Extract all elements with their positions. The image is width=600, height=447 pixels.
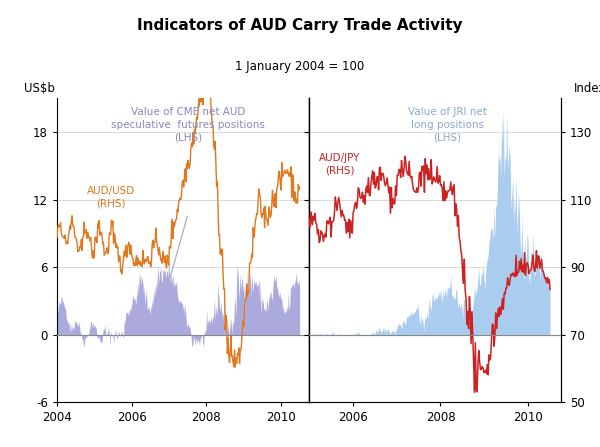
Text: AUD/JPY
(RHS): AUD/JPY (RHS): [319, 153, 361, 176]
Text: Value of JRI net
long positions
(LHS): Value of JRI net long positions (LHS): [408, 107, 487, 142]
Text: AUD/USD
(RHS): AUD/USD (RHS): [87, 186, 136, 209]
Text: Index: Index: [574, 82, 600, 95]
Text: US$b: US$b: [24, 82, 55, 95]
Text: Value of CME net AUD
speculative  futures positions
(LHS): Value of CME net AUD speculative futures…: [111, 107, 265, 142]
Text: 1 January 2004 = 100: 1 January 2004 = 100: [235, 60, 365, 73]
Text: Indicators of AUD Carry Trade Activity: Indicators of AUD Carry Trade Activity: [137, 18, 463, 33]
